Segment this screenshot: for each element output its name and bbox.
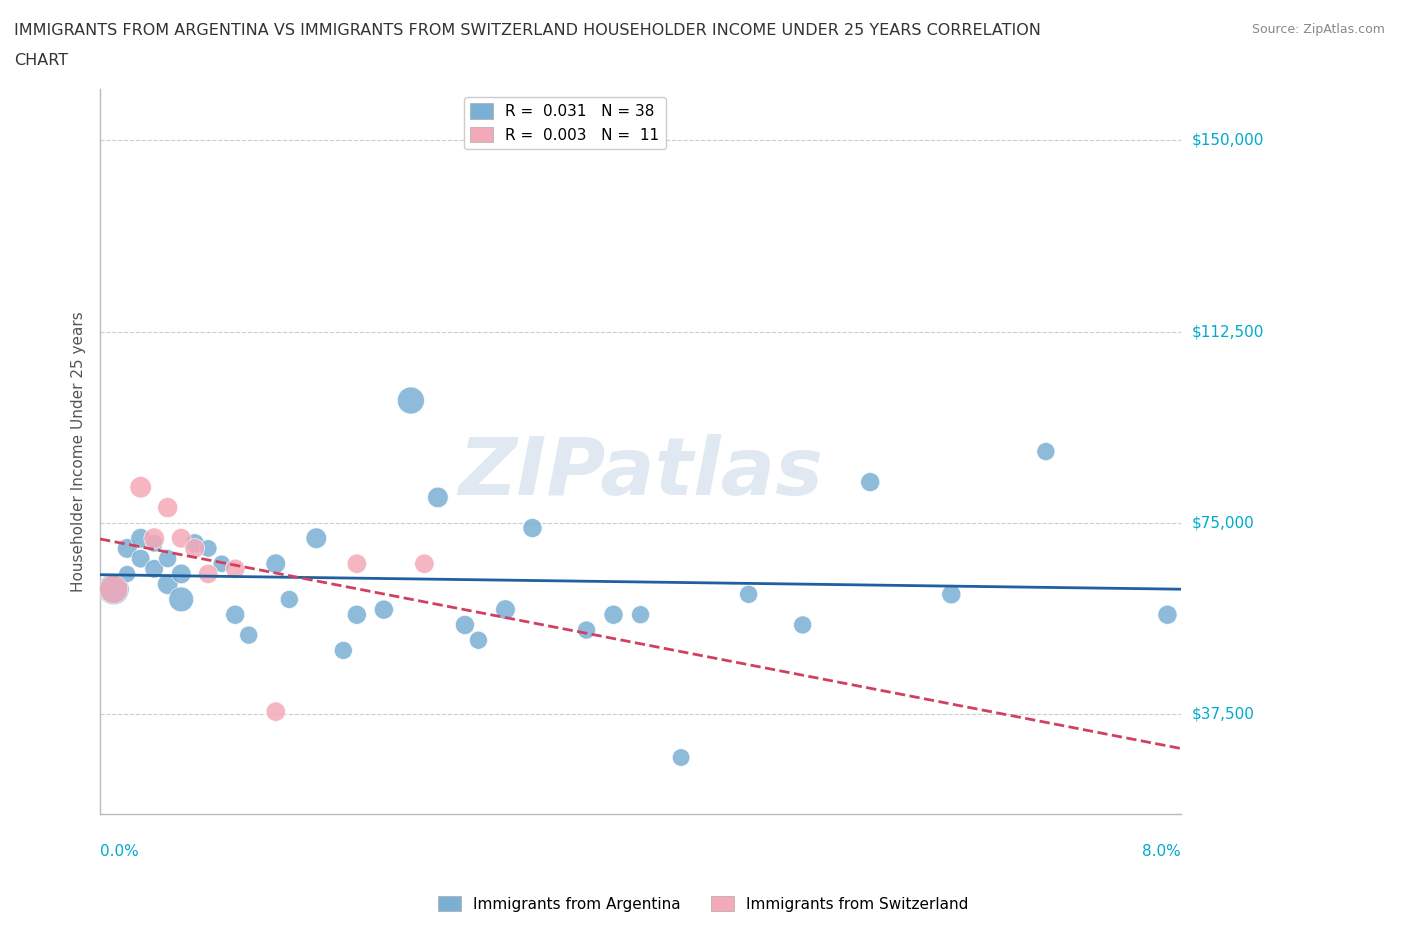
Point — [346, 556, 368, 571]
Legend: R =  0.031   N = 38, R =  0.003   N =  11: R = 0.031 N = 38, R = 0.003 N = 11 — [464, 97, 665, 149]
Point — [305, 531, 328, 546]
Point — [494, 603, 516, 618]
Point — [143, 531, 166, 546]
Text: $112,500: $112,500 — [1192, 325, 1264, 339]
Point — [170, 531, 193, 546]
Point — [103, 582, 125, 597]
Point — [170, 566, 193, 581]
Point — [238, 628, 260, 643]
Point — [156, 577, 179, 591]
Point — [264, 704, 287, 719]
Point — [737, 587, 759, 602]
Point — [115, 566, 138, 581]
Point — [399, 393, 422, 408]
Text: ZIPatlas: ZIPatlas — [458, 434, 823, 512]
Point — [630, 607, 652, 622]
Point — [183, 541, 205, 556]
Point — [129, 480, 152, 495]
Text: CHART: CHART — [14, 53, 67, 68]
Point — [669, 751, 692, 765]
Point — [278, 592, 301, 607]
Point — [211, 556, 233, 571]
Text: $150,000: $150,000 — [1192, 133, 1264, 148]
Point — [224, 562, 246, 577]
Point — [346, 607, 368, 622]
Y-axis label: Householder Income Under 25 years: Householder Income Under 25 years — [72, 312, 86, 591]
Point — [129, 551, 152, 566]
Point — [602, 607, 624, 622]
Text: IMMIGRANTS FROM ARGENTINA VS IMMIGRANTS FROM SWITZERLAND HOUSEHOLDER INCOME UNDE: IMMIGRANTS FROM ARGENTINA VS IMMIGRANTS … — [14, 23, 1040, 38]
Point — [792, 618, 814, 632]
Text: 8.0%: 8.0% — [1142, 844, 1181, 859]
Point — [143, 536, 166, 551]
Text: 0.0%: 0.0% — [100, 844, 139, 859]
Point — [859, 474, 882, 489]
Text: Source: ZipAtlas.com: Source: ZipAtlas.com — [1251, 23, 1385, 36]
Point — [332, 643, 354, 658]
Point — [522, 521, 544, 536]
Point — [426, 490, 449, 505]
Point — [156, 551, 179, 566]
Point — [170, 592, 193, 607]
Point — [115, 541, 138, 556]
Text: $37,500: $37,500 — [1192, 707, 1256, 722]
Point — [143, 562, 166, 577]
Text: $75,000: $75,000 — [1192, 515, 1254, 530]
Point — [1156, 607, 1178, 622]
Point — [1035, 445, 1057, 459]
Point — [156, 500, 179, 515]
Point — [454, 618, 477, 632]
Point — [103, 582, 125, 597]
Point — [129, 531, 152, 546]
Point — [373, 603, 395, 618]
Point — [264, 556, 287, 571]
Point — [224, 607, 246, 622]
Point — [941, 587, 963, 602]
Point — [183, 536, 205, 551]
Point — [197, 541, 219, 556]
Point — [197, 566, 219, 581]
Point — [575, 622, 598, 637]
Point — [413, 556, 436, 571]
Legend: Immigrants from Argentina, Immigrants from Switzerland: Immigrants from Argentina, Immigrants fr… — [432, 889, 974, 918]
Point — [467, 632, 489, 647]
